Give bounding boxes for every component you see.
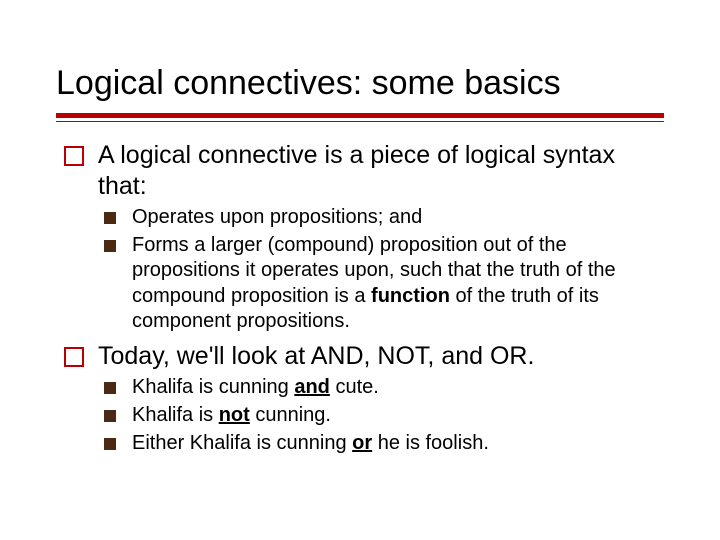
- list-subitem: Either Khalifa is cunning or he is fooli…: [104, 431, 664, 457]
- list-subitem: Khalifa is not cunning.: [104, 403, 664, 429]
- bullet-list-level1: A logical connective is a piece of logic…: [64, 140, 664, 456]
- list-item-text: A logical connective is a piece of logic…: [98, 141, 615, 200]
- list-subitem: Forms a larger (compound) proposition ou…: [104, 233, 664, 335]
- list-item: A logical connective is a piece of logic…: [64, 140, 664, 335]
- bullet-list-level2: Khalifa is cunning and cute.Khalifa is n…: [104, 375, 664, 456]
- list-item: Today, we'll look at AND, NOT, and OR. Kh…: [64, 341, 664, 456]
- rule-thin: [56, 121, 664, 122]
- rule-thick: [56, 113, 664, 118]
- list-subitem: Operates upon propositions; and: [104, 205, 664, 231]
- bullet-list-level2: Operates upon propositions; andForms a l…: [104, 205, 664, 335]
- slide-title: Logical connectives: some basics: [56, 64, 664, 103]
- slide: Logical connectives: some basics A logic…: [0, 0, 720, 540]
- title-rule: [56, 113, 664, 122]
- list-subitem: Khalifa is cunning and cute.: [104, 375, 664, 401]
- list-item-text: Today, we'll look at AND, NOT, and OR.: [98, 342, 534, 370]
